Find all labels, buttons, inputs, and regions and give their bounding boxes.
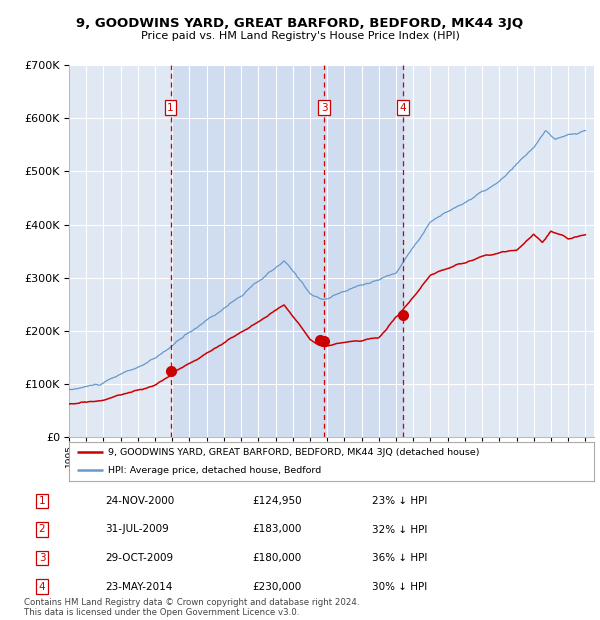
Text: £230,000: £230,000 xyxy=(252,582,301,591)
Text: 23-MAY-2014: 23-MAY-2014 xyxy=(105,582,172,591)
Text: HPI: Average price, detached house, Bedford: HPI: Average price, detached house, Bedf… xyxy=(109,466,322,475)
Text: 3: 3 xyxy=(321,103,328,113)
Text: £180,000: £180,000 xyxy=(252,553,301,563)
Text: 3: 3 xyxy=(38,553,46,563)
Text: 4: 4 xyxy=(400,103,406,113)
Text: 31-JUL-2009: 31-JUL-2009 xyxy=(105,525,169,534)
Text: 1: 1 xyxy=(38,496,46,506)
Text: 9, GOODWINS YARD, GREAT BARFORD, BEDFORD, MK44 3JQ: 9, GOODWINS YARD, GREAT BARFORD, BEDFORD… xyxy=(76,17,524,30)
Text: 32% ↓ HPI: 32% ↓ HPI xyxy=(372,525,427,534)
Text: 36% ↓ HPI: 36% ↓ HPI xyxy=(372,553,427,563)
Text: 9, GOODWINS YARD, GREAT BARFORD, BEDFORD, MK44 3JQ (detached house): 9, GOODWINS YARD, GREAT BARFORD, BEDFORD… xyxy=(109,448,480,457)
Text: £124,950: £124,950 xyxy=(252,496,302,506)
Text: 1: 1 xyxy=(167,103,174,113)
Text: £183,000: £183,000 xyxy=(252,525,301,534)
Text: 4: 4 xyxy=(38,582,46,591)
Text: Price paid vs. HM Land Registry's House Price Index (HPI): Price paid vs. HM Land Registry's House … xyxy=(140,31,460,41)
Bar xyxy=(170,65,403,437)
Text: 2: 2 xyxy=(38,525,46,534)
Text: Contains HM Land Registry data © Crown copyright and database right 2024.: Contains HM Land Registry data © Crown c… xyxy=(24,598,359,607)
Text: 23% ↓ HPI: 23% ↓ HPI xyxy=(372,496,427,506)
Text: 24-NOV-2000: 24-NOV-2000 xyxy=(105,496,174,506)
Text: This data is licensed under the Open Government Licence v3.0.: This data is licensed under the Open Gov… xyxy=(24,608,299,617)
Text: 29-OCT-2009: 29-OCT-2009 xyxy=(105,553,173,563)
Text: 30% ↓ HPI: 30% ↓ HPI xyxy=(372,582,427,591)
